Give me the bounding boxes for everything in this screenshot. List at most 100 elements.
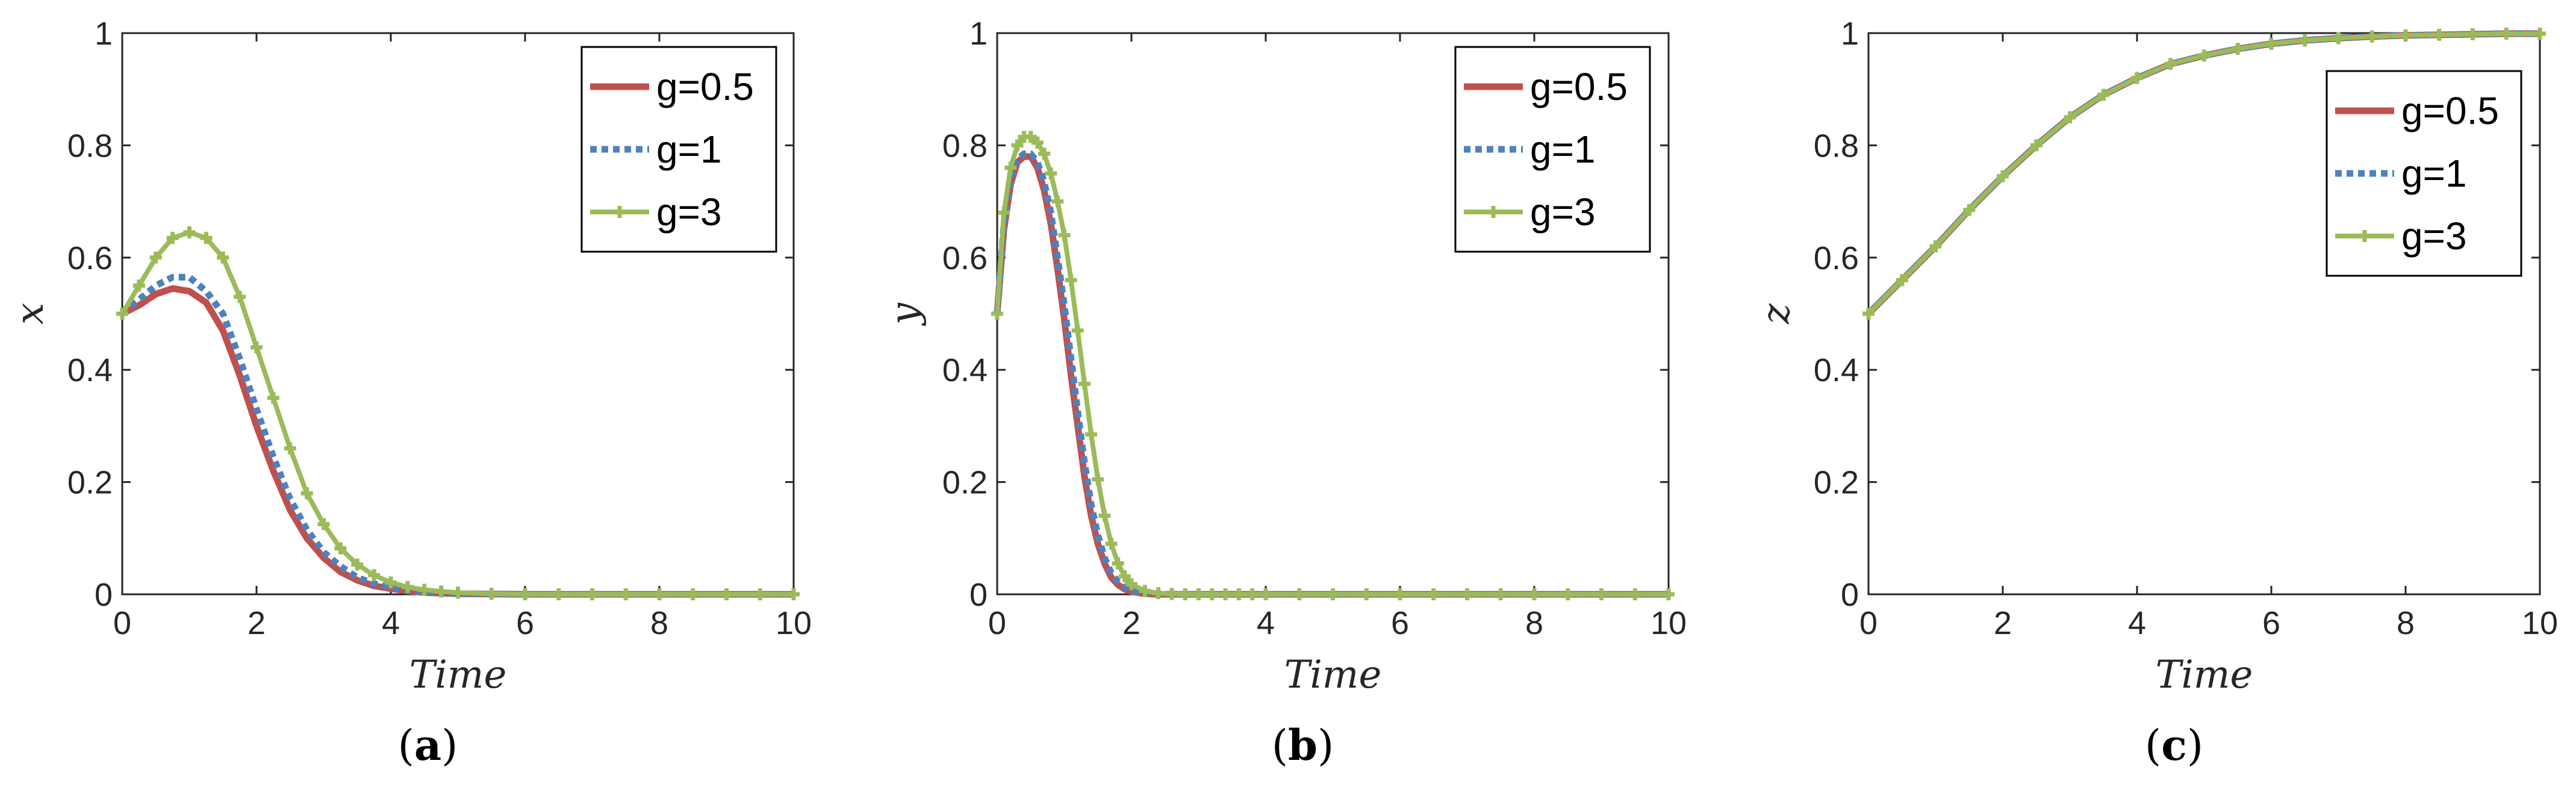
data-point-g3 [991,308,1003,320]
data-point-g3 [1004,161,1017,174]
data-point-g3 [116,308,128,320]
series-line-g05 [120,285,794,598]
data-point-g3 [552,588,565,600]
x-tick-label: 4 [382,605,400,641]
data-point-g3 [452,586,464,599]
data-point-g3 [2265,37,2277,50]
data-point-g3 [2500,27,2513,40]
data-point-g3 [284,442,296,455]
x-tick-label: 4 [1257,605,1275,641]
x-tick-label: 10 [1650,605,1687,641]
data-point-g3 [1085,428,1098,441]
data-point-g3 [2030,139,2042,152]
panel-caption: (a) [398,720,458,770]
data-point-g3 [1427,588,1440,600]
y-axis-title: y [883,302,927,326]
y-tick-label: 0.4 [1814,352,1859,388]
data-point-g3 [485,588,498,600]
data-point-g3 [1165,588,1178,600]
x-tick-label: 0 [988,605,1006,641]
data-point-g3 [2366,30,2378,43]
x-tick-label: 6 [2262,605,2280,641]
data-point-g3 [418,583,431,596]
data-point-g3 [1997,170,2009,182]
data-point-g3 [1394,588,1406,600]
data-point-g3 [2232,43,2244,55]
x-tick-label: 6 [1391,605,1409,641]
legend-label-g05: g=0.5 [1530,65,1628,108]
x-tick-label: 8 [2397,605,2415,641]
legend: g=0.5 g=1 g=3 [2326,70,2522,277]
x-tick-label: 4 [2128,605,2146,641]
data-point-g3 [1629,588,1641,600]
data-point-g3 [1065,274,1077,287]
data-point-g3 [1105,538,1118,550]
y-tick-label: 0.8 [942,128,988,164]
data-point-g3 [653,588,665,600]
data-point-g3 [250,341,263,353]
data-point-g3 [368,569,381,582]
y-tick-label: 0.2 [67,465,113,501]
x-tick-label: 10 [2522,605,2558,641]
data-point-g3 [183,226,196,238]
data-point-g3 [1098,509,1111,522]
data-point-g3 [1038,148,1051,160]
data-point-g3 [1327,588,1339,600]
x-tick-label: 2 [1994,605,2012,641]
data-point-g3 [1058,229,1071,241]
data-point-g3 [1595,588,1608,600]
data-point-g3 [1192,588,1205,600]
y-tick-label: 0.2 [1814,465,1859,501]
x-tick-label: 0 [1859,605,1878,641]
panel-c: 0 2 4 6 8 10 0 0.2 0.4 0.6 0.8 1 Time z (c) g=0.5 g=1 g=3 [1754,16,2558,770]
legend-label-g1: g=1 [1530,128,1596,171]
y-tick-label: 0.4 [942,352,988,388]
data-point-g3 [1260,588,1272,600]
data-point-g3 [1963,204,1976,216]
data-point-g3 [267,391,279,404]
y-tick-label: 0.6 [942,240,988,276]
panel-caption: (c) [2145,720,2203,770]
y-tick-label: 1 [1841,16,1859,52]
data-point-g3 [200,232,213,244]
data-point-g3 [2466,28,2479,40]
data-point-g3 [754,588,767,600]
x-axis-title: Time [2156,653,2253,697]
data-point-g3 [1461,588,1473,600]
legend-marker-g3 [2359,230,2371,242]
data-point-g3 [1929,240,1942,253]
data-point-g3 [334,542,347,555]
data-point-g3 [620,588,632,600]
data-point-g3 [385,576,397,589]
data-point-g3 [1031,136,1044,149]
legend-label-g3: g=3 [1530,190,1596,234]
data-point-g3 [2064,111,2076,123]
panel-b: 0 2 4 6 8 10 0 0.2 0.4 0.6 0.8 1 Time y (b) g=0.5 g=1 g=3 [883,16,1687,770]
legend-label-g05: g=0.5 [656,65,754,108]
data-point-g3 [217,251,229,264]
data-point-g3 [788,588,800,600]
data-point-g3 [1011,139,1024,152]
legend-label-g1: g=1 [2401,152,2467,195]
x-axis-title: Time [1284,653,1382,697]
y-axis-title: x [8,303,52,325]
data-point-g3 [2131,72,2143,84]
data-point-g3 [1112,557,1124,570]
data-point-g3 [1360,588,1373,600]
data-point-g3 [1139,585,1151,597]
legend-marker-g3 [614,206,626,218]
y-tick-label: 1 [969,16,988,52]
series-line-g3 [120,229,794,597]
data-point-g3 [317,518,330,530]
data-point-g3 [1125,578,1137,591]
data-point-g3 [2164,58,2177,70]
data-point-g3 [1663,588,1675,600]
data-point-g3 [234,291,246,303]
data-point-g3 [1092,473,1104,485]
legend: g=0.5 g=1 g=3 [580,46,777,253]
data-point-g3 [998,207,1010,219]
data-point-g3 [2198,49,2210,62]
data-point-g3 [1896,274,1908,287]
y-tick-label: 0 [969,577,988,613]
y-tick-label: 0.6 [1814,240,1859,276]
